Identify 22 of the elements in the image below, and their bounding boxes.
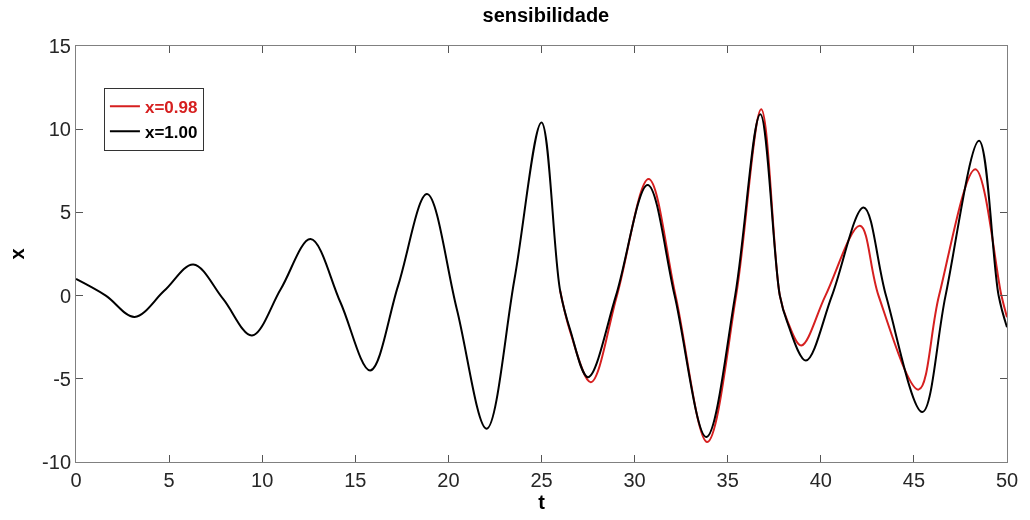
legend-label: x=1.00 (144, 122, 198, 142)
x-tick-label: 35 (716, 469, 739, 491)
chart-title: sensibilidade (482, 3, 610, 26)
y-tick-label: -10 (42, 451, 71, 473)
x-tick-label: 5 (163, 469, 175, 491)
x-tick-label: 40 (809, 469, 832, 491)
y-tick-label: 5 (59, 201, 71, 224)
y-tick-label: -5 (53, 367, 71, 390)
x-tick-label: 20 (437, 469, 460, 491)
x-tick-label: 30 (623, 469, 646, 491)
x-axis-title: t (538, 491, 546, 513)
x-tick-label: 45 (902, 469, 926, 491)
line-series (76, 113, 1007, 439)
legend-label: x=0.98 (144, 97, 198, 117)
y-tick-label: 0 (59, 284, 71, 307)
y-tick-label: 15 (48, 35, 71, 57)
y-axis-title: x (5, 248, 28, 260)
x-tick-label: 50 (995, 469, 1019, 491)
y-tick-label: 10 (48, 118, 71, 141)
x-tick-label: 15 (344, 469, 367, 491)
x-tick-label: 10 (251, 469, 274, 491)
x-tick-label: 25 (530, 469, 553, 491)
